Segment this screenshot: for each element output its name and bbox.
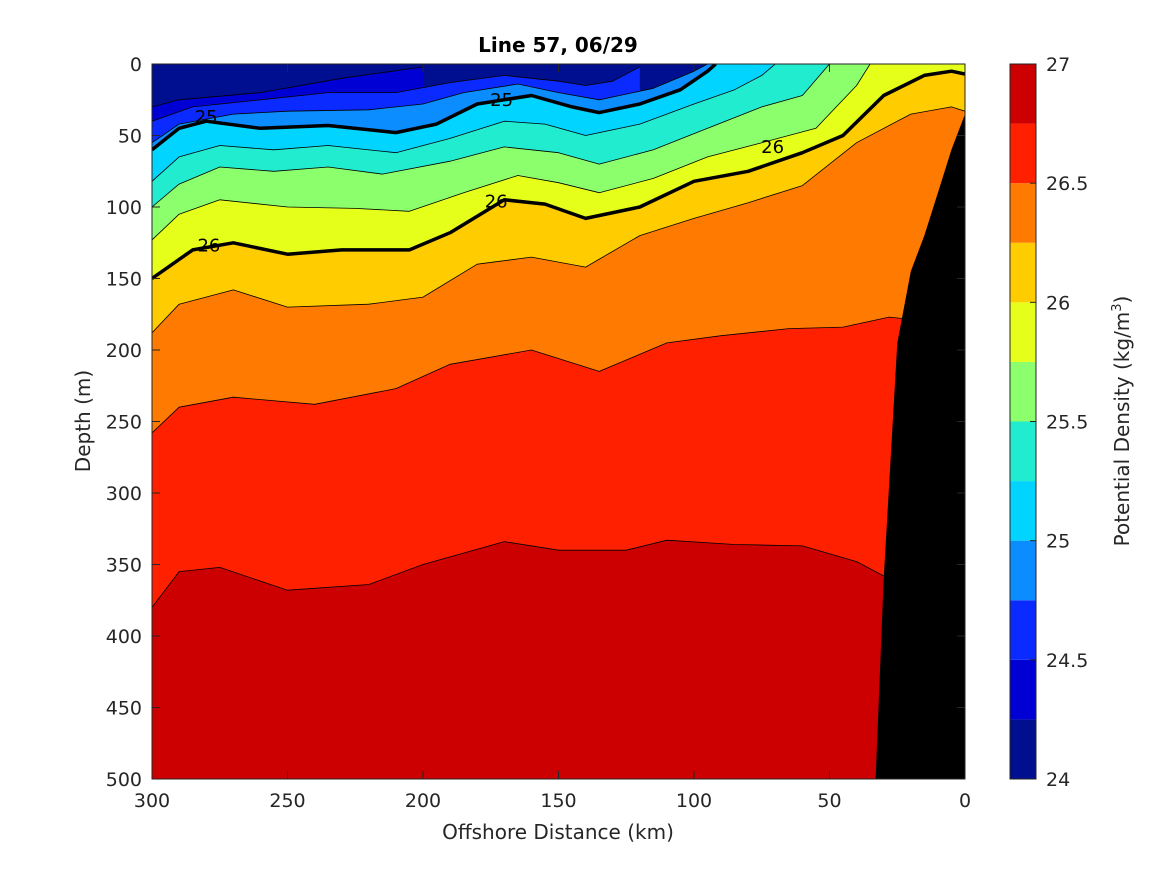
isopycnal-line bbox=[152, 64, 871, 241]
y-tick-label: 400 bbox=[106, 626, 142, 648]
x-tick-label: 300 bbox=[134, 790, 170, 812]
x-axis: 300 250 200 150 100 50 0 bbox=[134, 64, 971, 812]
colorbar-tick-label: 25.5 bbox=[1046, 412, 1088, 434]
colorbar-tick-label: 26.5 bbox=[1046, 173, 1088, 195]
colorbar-swatch bbox=[1010, 123, 1036, 184]
y-tick-label: 200 bbox=[106, 340, 142, 362]
x-tick-label: 250 bbox=[269, 790, 305, 812]
contour-label: 26 bbox=[197, 236, 220, 257]
colorbar-tick-label: 26 bbox=[1046, 292, 1070, 314]
colorbar-tick-label: 24.5 bbox=[1046, 650, 1088, 672]
colorbar-swatch bbox=[1010, 302, 1036, 362]
contour-label: 25 bbox=[490, 90, 513, 111]
x-tick-label: 200 bbox=[405, 790, 441, 812]
colorbar-tick-label: 27 bbox=[1046, 54, 1070, 76]
isopycnal-line bbox=[152, 106, 965, 334]
colorbar-label-base: Potential Density (kg/m bbox=[1110, 312, 1134, 547]
y-tick-label: 250 bbox=[106, 412, 142, 434]
isopycnal-line bbox=[152, 66, 424, 108]
x-tick-label: 150 bbox=[540, 790, 576, 812]
colorbar-swatch bbox=[1010, 600, 1036, 660]
y-tick-label: 100 bbox=[106, 197, 142, 219]
land-mask bbox=[875, 114, 965, 779]
density-band bbox=[152, 540, 884, 779]
colorbar-swatch bbox=[1010, 421, 1036, 482]
isopycnal-line bbox=[152, 64, 708, 144]
y-tick-label: 0 bbox=[130, 54, 142, 76]
colorbar-label-tail: ) bbox=[1110, 296, 1134, 304]
y-tick-label: 350 bbox=[106, 555, 142, 577]
isopycnal-lines bbox=[152, 64, 965, 608]
colorbar-label-superscript: 3 bbox=[1110, 303, 1125, 311]
isopycnal-line bbox=[152, 539, 884, 608]
colorbar-swatch bbox=[1010, 64, 1036, 124]
x-tick-label: 100 bbox=[676, 790, 712, 812]
contour-label: 26 bbox=[761, 137, 784, 158]
isopycnal-major-line bbox=[152, 69, 965, 280]
colorbar-tick-label: 24 bbox=[1046, 769, 1070, 791]
isopycnal-major-line bbox=[152, 64, 717, 152]
x-tick-label: 0 bbox=[959, 790, 971, 812]
colorbar-swatch bbox=[1010, 719, 1036, 779]
colorbar-swatch bbox=[1010, 481, 1036, 541]
y-tick-label: 150 bbox=[106, 269, 142, 291]
y-tick-label: 50 bbox=[118, 126, 142, 148]
y-tick-label: 300 bbox=[106, 483, 142, 505]
colorbar-swatch bbox=[1010, 242, 1036, 303]
colorbar-tick-label: 25 bbox=[1046, 531, 1070, 553]
y-axis: 0 50 100 150 200 250 300 350 400 450 500 bbox=[106, 54, 965, 791]
colorbar-swatch bbox=[1010, 183, 1036, 243]
chart-title: Line 57, 06/29 bbox=[478, 33, 638, 57]
isopycnal-line bbox=[152, 316, 903, 434]
colorbar-swatch bbox=[1010, 659, 1036, 720]
plot-area: 25 25 26 26 26 bbox=[152, 64, 965, 779]
density-bands bbox=[152, 64, 965, 779]
x-tick-label: 50 bbox=[817, 790, 841, 812]
contour-label: 25 bbox=[195, 107, 218, 128]
x-axis-label: Offshore Distance (km) bbox=[442, 820, 674, 844]
seafloor-mask bbox=[875, 114, 965, 779]
isopycnal-line bbox=[152, 64, 776, 182]
isopycnal-line bbox=[152, 66, 640, 122]
colorbar-swatch bbox=[1010, 361, 1036, 422]
contour-label: 26 bbox=[485, 191, 508, 212]
y-tick-label: 500 bbox=[106, 769, 142, 791]
isopycnal-line bbox=[152, 64, 830, 208]
colorbar: 24 24.5 25 25.5 26 26.5 27 bbox=[1009, 54, 1088, 791]
y-tick-label: 450 bbox=[106, 698, 142, 720]
colorbar-label: Potential Density (kg/m3) bbox=[1110, 296, 1134, 547]
colorbar-swatch bbox=[1010, 540, 1036, 601]
y-axis-label: Depth (m) bbox=[71, 370, 95, 472]
contour-labels: 25 25 26 26 26 bbox=[195, 90, 784, 257]
